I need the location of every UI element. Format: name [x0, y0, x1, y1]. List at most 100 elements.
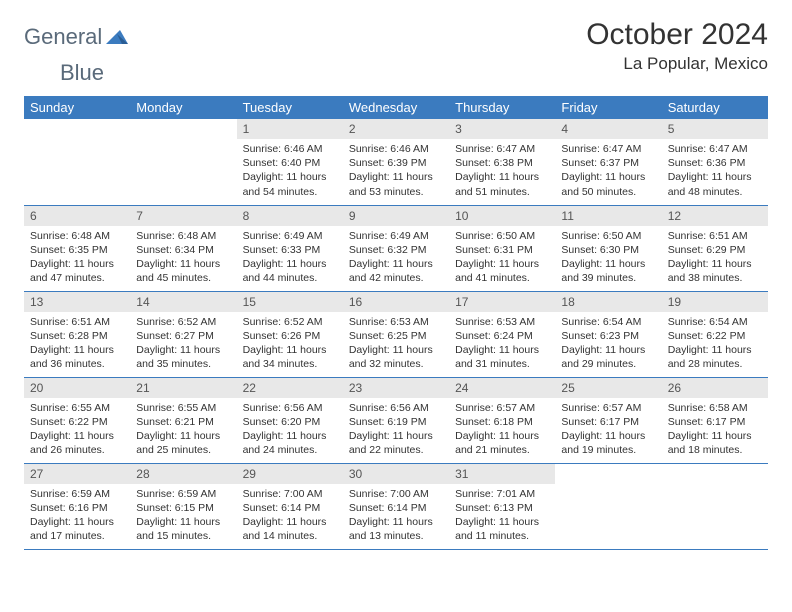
calendar-cell: [662, 463, 768, 549]
day-number: 1: [237, 119, 343, 139]
day-number: 11: [555, 206, 661, 226]
day-content: Sunrise: 7:01 AMSunset: 6:13 PMDaylight:…: [449, 484, 555, 548]
day-number: 5: [662, 119, 768, 139]
calendar-cell: 10Sunrise: 6:50 AMSunset: 6:31 PMDayligh…: [449, 205, 555, 291]
day-number: 17: [449, 292, 555, 312]
day-number: 21: [130, 378, 236, 398]
day-header: Thursday: [449, 96, 555, 119]
day-number: 4: [555, 119, 661, 139]
calendar-row: 1Sunrise: 6:46 AMSunset: 6:40 PMDaylight…: [24, 119, 768, 205]
calendar-cell: 6Sunrise: 6:48 AMSunset: 6:35 PMDaylight…: [24, 205, 130, 291]
calendar-cell: 15Sunrise: 6:52 AMSunset: 6:26 PMDayligh…: [237, 291, 343, 377]
day-content: Sunrise: 6:53 AMSunset: 6:25 PMDaylight:…: [343, 312, 449, 376]
calendar-cell: 4Sunrise: 6:47 AMSunset: 6:37 PMDaylight…: [555, 119, 661, 205]
calendar-cell: 16Sunrise: 6:53 AMSunset: 6:25 PMDayligh…: [343, 291, 449, 377]
day-number: 2: [343, 119, 449, 139]
day-number: 29: [237, 464, 343, 484]
day-number: 9: [343, 206, 449, 226]
day-header: Sunday: [24, 96, 130, 119]
day-number: 31: [449, 464, 555, 484]
day-number: 22: [237, 378, 343, 398]
day-content: Sunrise: 7:00 AMSunset: 6:14 PMDaylight:…: [343, 484, 449, 548]
day-content: Sunrise: 6:49 AMSunset: 6:33 PMDaylight:…: [237, 226, 343, 290]
calendar-cell: 30Sunrise: 7:00 AMSunset: 6:14 PMDayligh…: [343, 463, 449, 549]
day-number: 18: [555, 292, 661, 312]
calendar-cell: 18Sunrise: 6:54 AMSunset: 6:23 PMDayligh…: [555, 291, 661, 377]
day-number: 24: [449, 378, 555, 398]
day-header: Saturday: [662, 96, 768, 119]
day-number: 28: [130, 464, 236, 484]
day-header-row: Sunday Monday Tuesday Wednesday Thursday…: [24, 96, 768, 119]
day-content: Sunrise: 6:46 AMSunset: 6:40 PMDaylight:…: [237, 139, 343, 203]
calendar-cell: [24, 119, 130, 205]
calendar-cell: 13Sunrise: 6:51 AMSunset: 6:28 PMDayligh…: [24, 291, 130, 377]
day-number: 14: [130, 292, 236, 312]
day-content: Sunrise: 6:56 AMSunset: 6:19 PMDaylight:…: [343, 398, 449, 462]
day-content: Sunrise: 6:55 AMSunset: 6:22 PMDaylight:…: [24, 398, 130, 462]
calendar-cell: [555, 463, 661, 549]
day-number: 10: [449, 206, 555, 226]
day-content: Sunrise: 6:52 AMSunset: 6:26 PMDaylight:…: [237, 312, 343, 376]
day-content: Sunrise: 6:49 AMSunset: 6:32 PMDaylight:…: [343, 226, 449, 290]
day-content: Sunrise: 6:51 AMSunset: 6:29 PMDaylight:…: [662, 226, 768, 290]
day-content: Sunrise: 6:57 AMSunset: 6:17 PMDaylight:…: [555, 398, 661, 462]
calendar-cell: 11Sunrise: 6:50 AMSunset: 6:30 PMDayligh…: [555, 205, 661, 291]
day-content: Sunrise: 6:55 AMSunset: 6:21 PMDaylight:…: [130, 398, 236, 462]
calendar-row: 6Sunrise: 6:48 AMSunset: 6:35 PMDaylight…: [24, 205, 768, 291]
day-content: Sunrise: 6:47 AMSunset: 6:36 PMDaylight:…: [662, 139, 768, 203]
logo-word1: General: [24, 24, 102, 50]
calendar-cell: 20Sunrise: 6:55 AMSunset: 6:22 PMDayligh…: [24, 377, 130, 463]
calendar-cell: 25Sunrise: 6:57 AMSunset: 6:17 PMDayligh…: [555, 377, 661, 463]
day-number: 26: [662, 378, 768, 398]
day-content: Sunrise: 6:56 AMSunset: 6:20 PMDaylight:…: [237, 398, 343, 462]
title-block: October 2024 La Popular, Mexico: [586, 18, 768, 74]
day-number: 25: [555, 378, 661, 398]
day-number: 3: [449, 119, 555, 139]
day-content: Sunrise: 6:59 AMSunset: 6:16 PMDaylight:…: [24, 484, 130, 548]
day-number: 19: [662, 292, 768, 312]
calendar-body: 1Sunrise: 6:46 AMSunset: 6:40 PMDaylight…: [24, 119, 768, 549]
calendar-row: 27Sunrise: 6:59 AMSunset: 6:16 PMDayligh…: [24, 463, 768, 549]
day-content: Sunrise: 6:59 AMSunset: 6:15 PMDaylight:…: [130, 484, 236, 548]
day-number: 7: [130, 206, 236, 226]
calendar-cell: 21Sunrise: 6:55 AMSunset: 6:21 PMDayligh…: [130, 377, 236, 463]
calendar-cell: 23Sunrise: 6:56 AMSunset: 6:19 PMDayligh…: [343, 377, 449, 463]
day-content: Sunrise: 7:00 AMSunset: 6:14 PMDaylight:…: [237, 484, 343, 548]
calendar-cell: 8Sunrise: 6:49 AMSunset: 6:33 PMDaylight…: [237, 205, 343, 291]
day-number: 20: [24, 378, 130, 398]
day-number: 30: [343, 464, 449, 484]
logo-word2: Blue: [60, 60, 104, 86]
day-number: 12: [662, 206, 768, 226]
day-header: Friday: [555, 96, 661, 119]
calendar-cell: 19Sunrise: 6:54 AMSunset: 6:22 PMDayligh…: [662, 291, 768, 377]
calendar-cell: 29Sunrise: 7:00 AMSunset: 6:14 PMDayligh…: [237, 463, 343, 549]
day-number: 13: [24, 292, 130, 312]
day-content: Sunrise: 6:54 AMSunset: 6:22 PMDaylight:…: [662, 312, 768, 376]
day-number: 27: [24, 464, 130, 484]
day-number: 23: [343, 378, 449, 398]
day-header: Monday: [130, 96, 236, 119]
calendar-cell: 5Sunrise: 6:47 AMSunset: 6:36 PMDaylight…: [662, 119, 768, 205]
calendar-cell: 26Sunrise: 6:58 AMSunset: 6:17 PMDayligh…: [662, 377, 768, 463]
location: La Popular, Mexico: [586, 54, 768, 74]
calendar-cell: 27Sunrise: 6:59 AMSunset: 6:16 PMDayligh…: [24, 463, 130, 549]
day-content: Sunrise: 6:58 AMSunset: 6:17 PMDaylight:…: [662, 398, 768, 462]
calendar-row: 13Sunrise: 6:51 AMSunset: 6:28 PMDayligh…: [24, 291, 768, 377]
day-content: Sunrise: 6:57 AMSunset: 6:18 PMDaylight:…: [449, 398, 555, 462]
calendar-cell: 7Sunrise: 6:48 AMSunset: 6:34 PMDaylight…: [130, 205, 236, 291]
calendar-cell: [130, 119, 236, 205]
calendar-table: Sunday Monday Tuesday Wednesday Thursday…: [24, 96, 768, 550]
calendar-cell: 9Sunrise: 6:49 AMSunset: 6:32 PMDaylight…: [343, 205, 449, 291]
month-title: October 2024: [586, 18, 768, 52]
day-number: 8: [237, 206, 343, 226]
day-content: Sunrise: 6:53 AMSunset: 6:24 PMDaylight:…: [449, 312, 555, 376]
calendar-cell: 3Sunrise: 6:47 AMSunset: 6:38 PMDaylight…: [449, 119, 555, 205]
calendar-cell: 2Sunrise: 6:46 AMSunset: 6:39 PMDaylight…: [343, 119, 449, 205]
calendar-cell: 31Sunrise: 7:01 AMSunset: 6:13 PMDayligh…: [449, 463, 555, 549]
day-content: Sunrise: 6:52 AMSunset: 6:27 PMDaylight:…: [130, 312, 236, 376]
day-content: Sunrise: 6:51 AMSunset: 6:28 PMDaylight:…: [24, 312, 130, 376]
day-content: Sunrise: 6:50 AMSunset: 6:30 PMDaylight:…: [555, 226, 661, 290]
calendar-row: 20Sunrise: 6:55 AMSunset: 6:22 PMDayligh…: [24, 377, 768, 463]
calendar-cell: 14Sunrise: 6:52 AMSunset: 6:27 PMDayligh…: [130, 291, 236, 377]
day-number: 15: [237, 292, 343, 312]
